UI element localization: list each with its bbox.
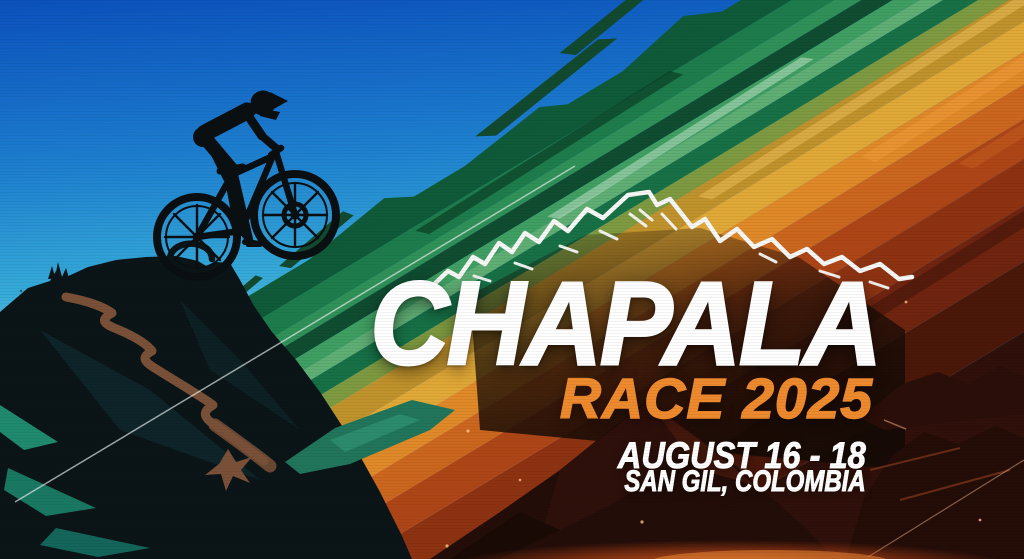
bottom-glow [460,540,1000,559]
streak-lines [14,165,1024,558]
ember-sparks [445,300,982,548]
trail-splat [205,449,252,491]
cliff-silhouette [0,240,412,559]
dirt-trail [61,292,277,473]
mountain-biker-silhouette [153,90,340,281]
grass-tuft [48,262,69,279]
foreground-ridges-right [846,366,1024,559]
mountain-range-line-art [422,189,915,296]
dust-curl [166,240,216,269]
shadow-wedge [470,228,905,470]
teal-shards [0,400,455,557]
